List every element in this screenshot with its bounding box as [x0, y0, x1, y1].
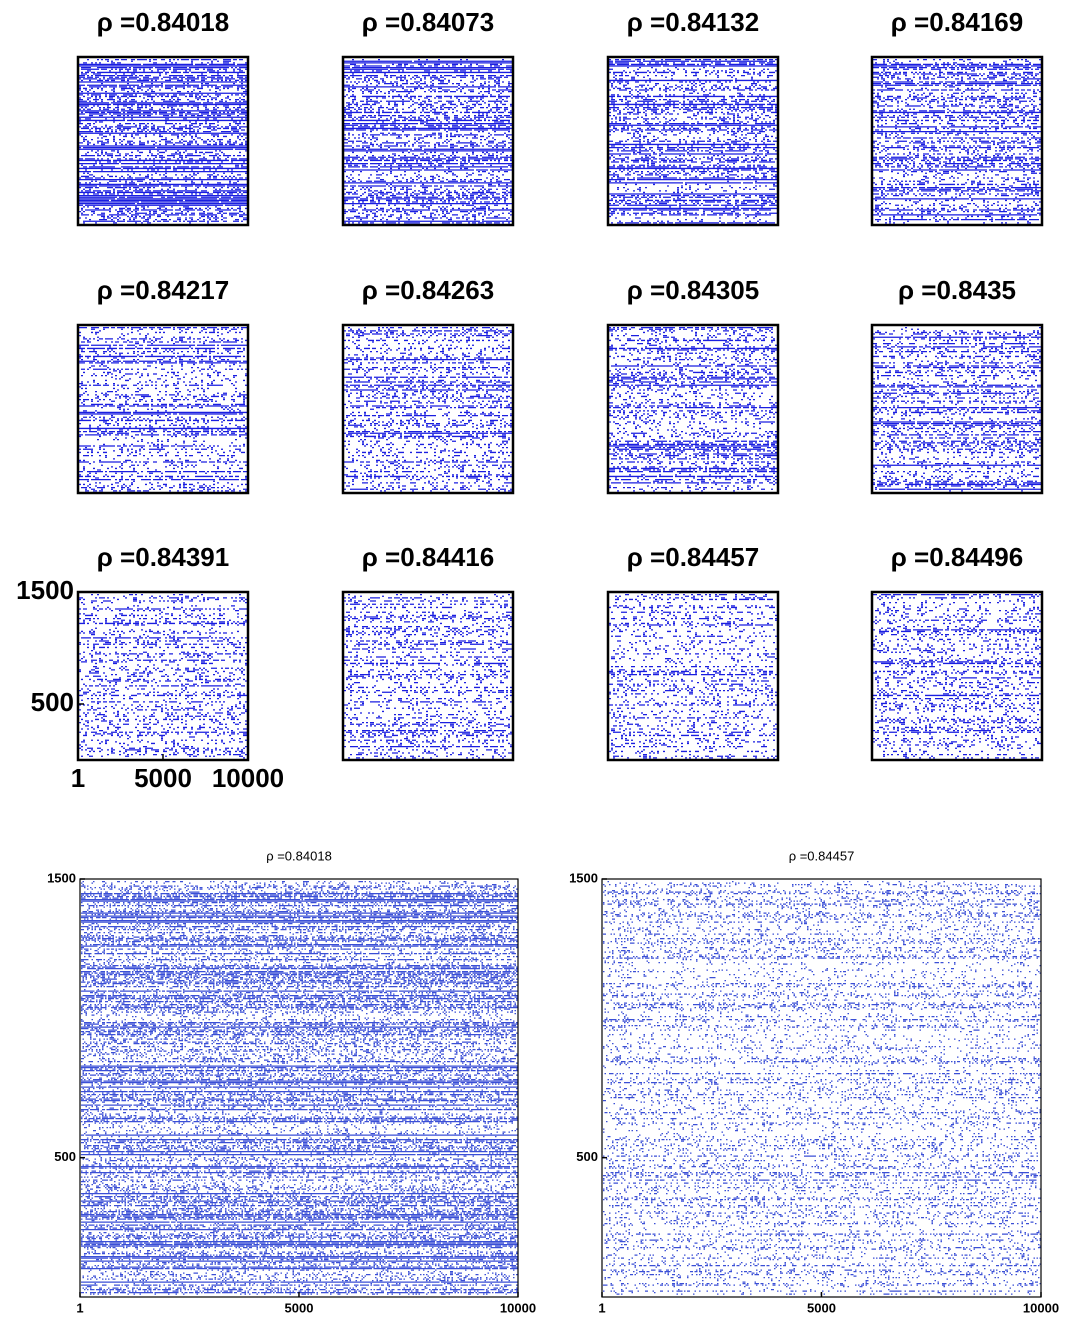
spy-pattern [344, 59, 512, 224]
plot-frame [606, 55, 780, 227]
chart-title: ρ =0.84496 [891, 542, 1023, 572]
x-tick-label: 5000 [807, 1300, 836, 1315]
spy-pattern [344, 327, 512, 492]
spy-pattern [609, 594, 777, 759]
plot-frame [870, 590, 1044, 762]
plot-frame [76, 55, 250, 227]
chart-title: ρ =0.84457 [789, 848, 855, 863]
spy-pattern [79, 59, 247, 224]
chart-title: ρ =0.8435 [898, 275, 1016, 305]
x-tick-label: 10000 [500, 1300, 536, 1315]
chart-title: ρ =0.84018 [97, 7, 229, 37]
y-tick-label: 1500 [569, 870, 598, 885]
spy-pattern [81, 881, 518, 1295]
spy-pattern [873, 59, 1041, 224]
chart-title: ρ =0.84217 [97, 275, 229, 305]
plot-frame [870, 323, 1044, 495]
plot-frame [341, 323, 515, 495]
x-tick-label: 5000 [134, 763, 192, 793]
x-tick-label: 10000 [212, 763, 284, 793]
spy-pattern [609, 59, 777, 224]
chart-title: ρ =0.84263 [362, 275, 494, 305]
y-tick-label: 500 [31, 687, 74, 717]
chart-title: ρ =0.84073 [362, 7, 494, 37]
chart-title: ρ =0.84169 [891, 7, 1023, 37]
plot-frame [341, 590, 515, 762]
y-tick-label: 500 [576, 1149, 598, 1164]
spy-pattern [603, 881, 1041, 1295]
spy-pattern [79, 327, 247, 492]
x-tick-label: 10000 [1023, 1300, 1059, 1315]
x-tick-label: 5000 [285, 1300, 314, 1315]
spy-pattern [344, 594, 512, 759]
plot-frame [76, 323, 250, 495]
spy-pattern [609, 327, 777, 492]
x-tick-label: 1 [598, 1300, 605, 1315]
chart-title: ρ =0.84391 [97, 542, 229, 572]
chart-title: ρ =0.84132 [627, 7, 759, 37]
plot-frame [606, 590, 780, 762]
plot-frame [870, 55, 1044, 227]
plot-frame [341, 55, 515, 227]
y-tick-label: 500 [54, 1149, 76, 1164]
x-tick-label: 1 [76, 1300, 83, 1315]
spy-pattern [873, 327, 1041, 492]
spy-pattern [873, 594, 1041, 759]
chart-title: ρ =0.84018 [266, 848, 332, 863]
chart-title: ρ =0.84416 [362, 542, 494, 572]
x-tick-label: 1 [71, 763, 85, 793]
spy-pattern [79, 594, 247, 759]
chart-title: ρ =0.84305 [627, 275, 759, 305]
plot-frame [606, 323, 780, 495]
y-tick-label: 1500 [16, 575, 74, 605]
y-tick-label: 1500 [47, 870, 76, 885]
chart-title: ρ =0.84457 [627, 542, 759, 572]
